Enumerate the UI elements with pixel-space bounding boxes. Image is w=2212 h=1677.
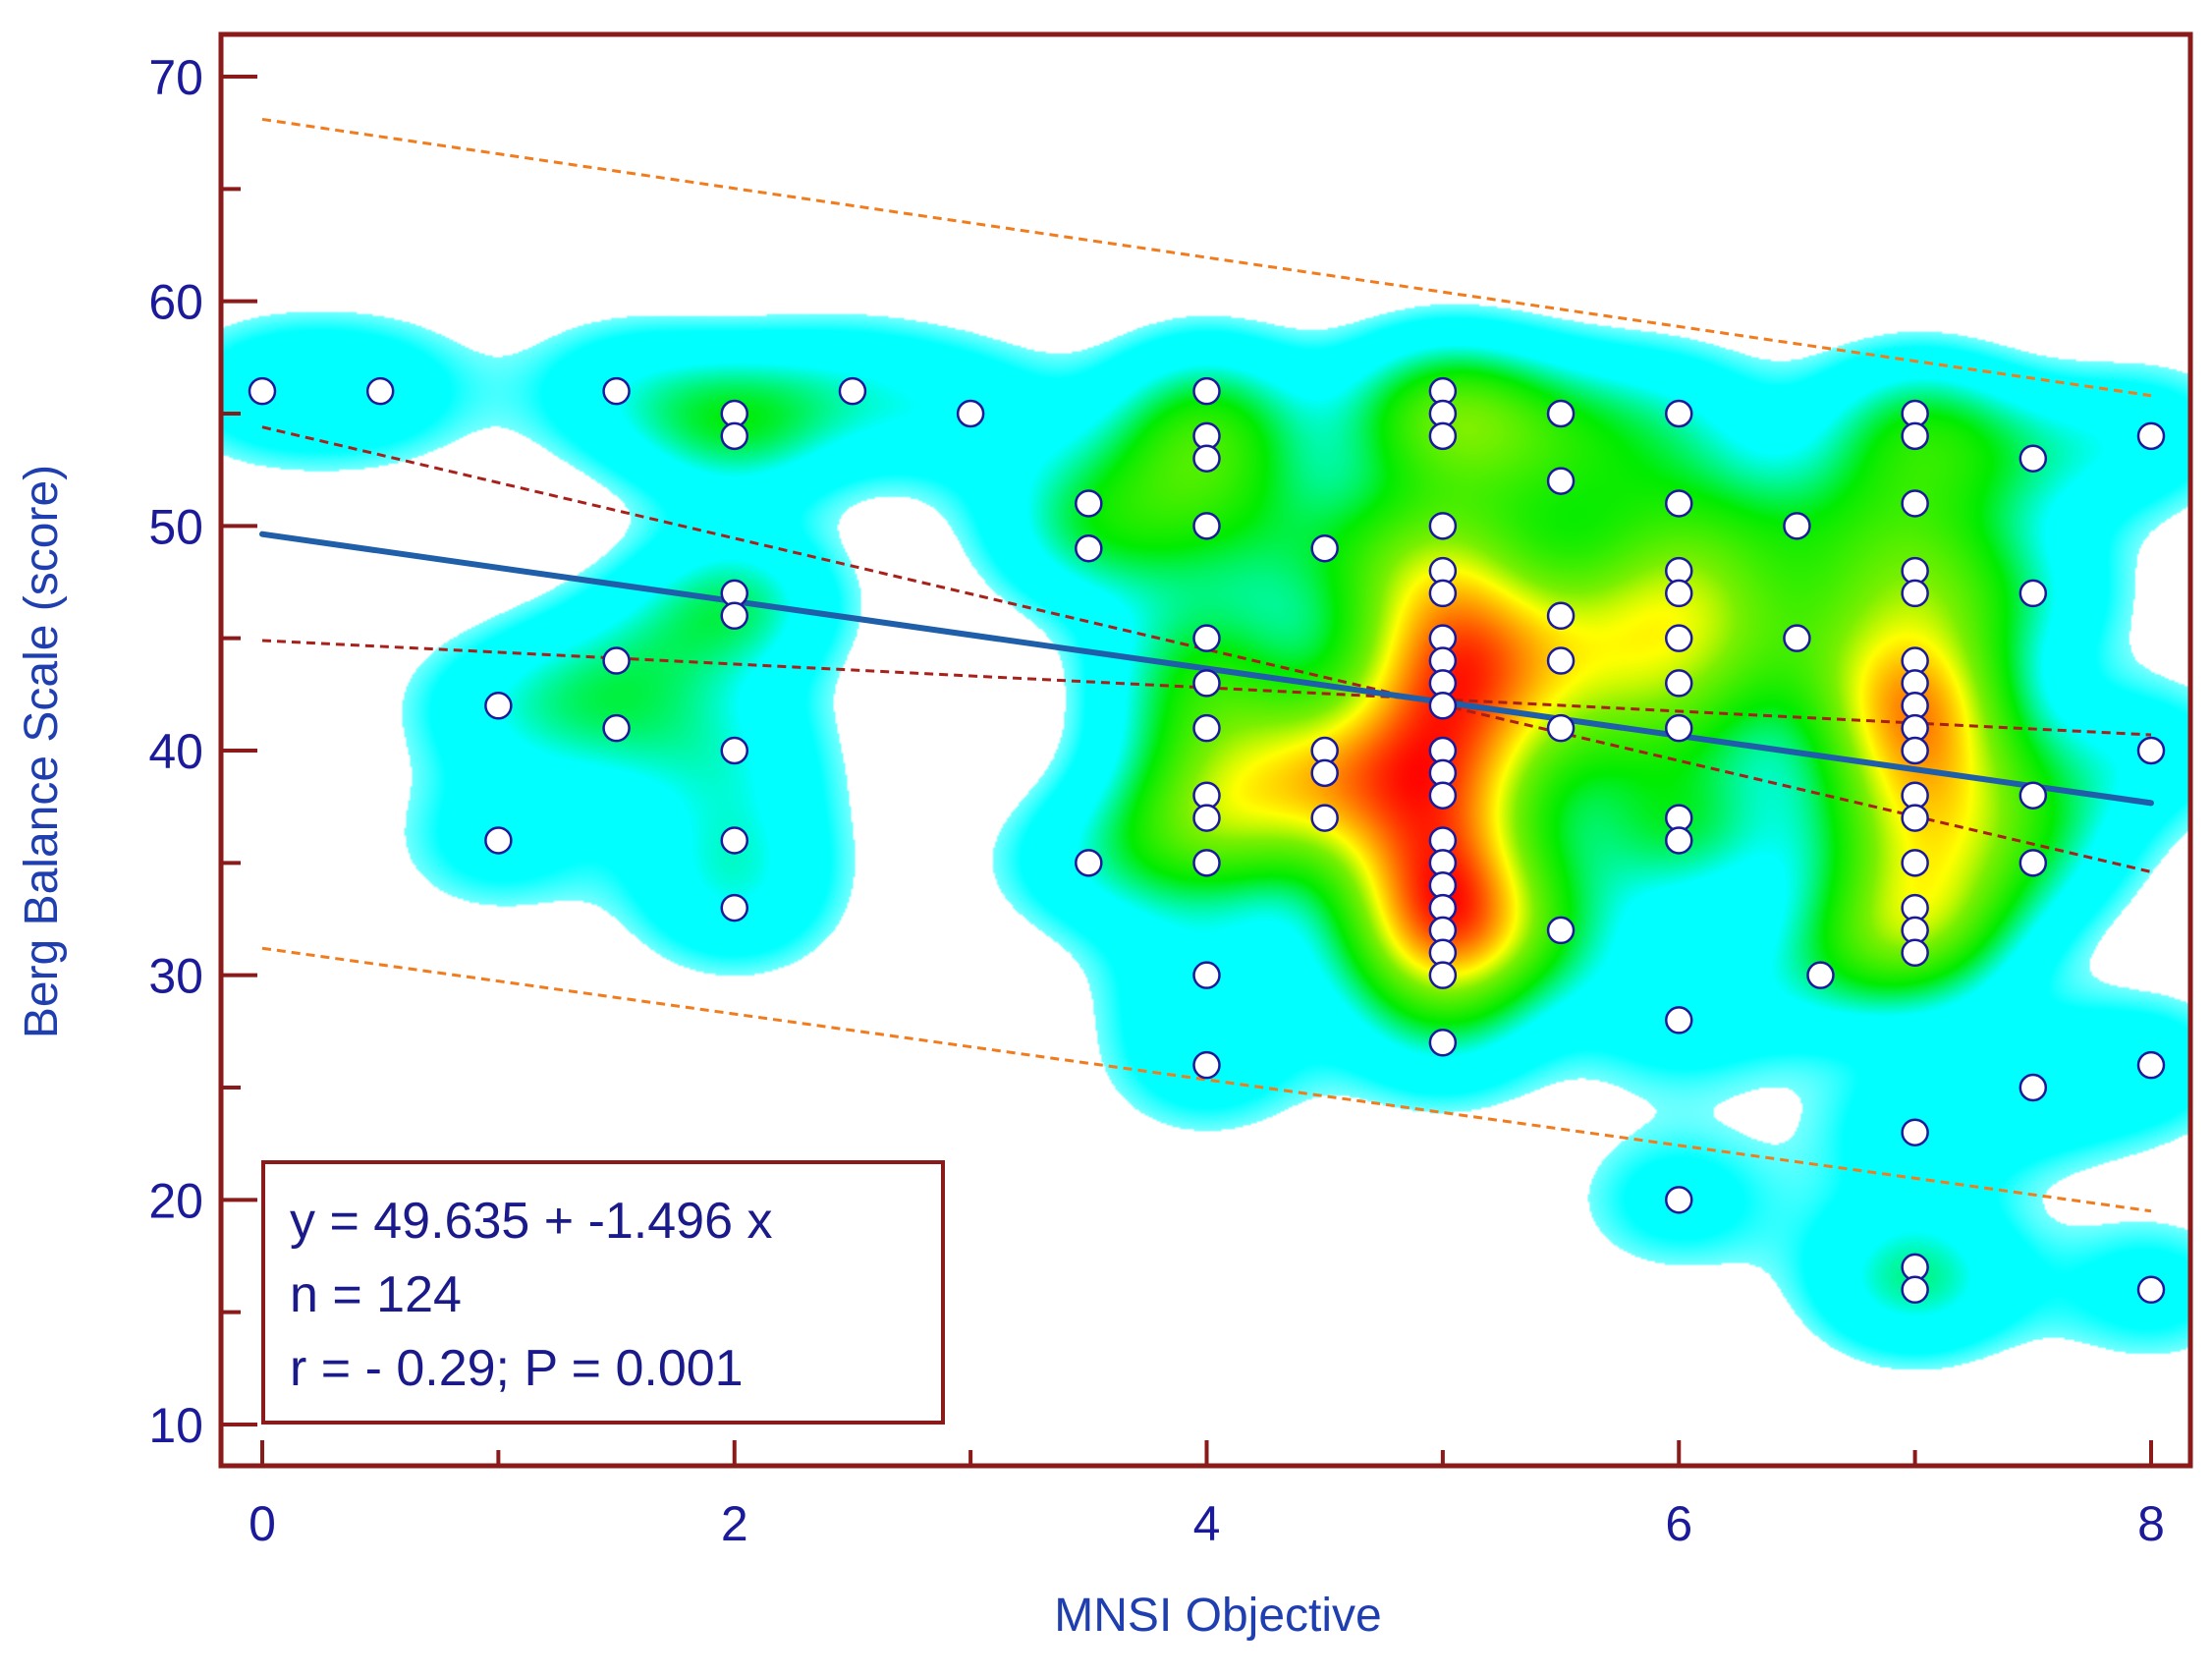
y-tick-label: 10 [148, 1398, 203, 1453]
data-point [602, 646, 631, 675]
y-tick-label: 20 [148, 1173, 203, 1228]
data-point [720, 601, 748, 631]
data-point [1665, 489, 1693, 518]
y-axis-title: Berg Balance Scale (score) [16, 465, 68, 1038]
data-point [720, 826, 748, 855]
regression-equation: y = 49.635 + -1.496 x [290, 1193, 772, 1250]
prediction-band-lower [261, 946, 2152, 1213]
data-points [248, 376, 2166, 1305]
data-point [1192, 713, 1221, 743]
data-point [720, 736, 748, 765]
data-point [1192, 961, 1221, 989]
data-point [1428, 1029, 1458, 1057]
data-point [956, 399, 985, 428]
data-point [1310, 758, 1339, 788]
data-point [484, 826, 513, 855]
data-point [1428, 692, 1458, 720]
y-tick-label: 70 [148, 50, 203, 105]
data-point [1428, 579, 1458, 608]
data-point [365, 376, 395, 406]
data-point [2018, 849, 2048, 877]
data-point [1310, 804, 1339, 832]
data-point [1546, 916, 1576, 945]
data-point [1192, 376, 1221, 406]
data-point [1665, 713, 1693, 743]
data-point [1665, 624, 1693, 652]
regression-line [259, 531, 2154, 807]
data-point [1428, 421, 1458, 451]
data-point [1428, 512, 1458, 540]
data-point [1901, 1275, 1929, 1305]
data-point [484, 692, 513, 720]
data-point [1901, 489, 1929, 518]
data-point [2018, 1073, 2048, 1102]
prediction-band-upper [261, 117, 2152, 398]
y-tick-label: 60 [148, 275, 203, 330]
data-point [1901, 849, 1929, 877]
data-point [1901, 804, 1929, 832]
x-tick-label: 0 [249, 1496, 276, 1551]
data-point [1546, 467, 1576, 495]
y-tick-label: 40 [148, 724, 203, 779]
regression-stats-box: y = 49.635 + -1.496 x n = 124 r = - 0.29… [261, 1160, 945, 1425]
data-point [720, 421, 748, 451]
x-tick-label: 8 [2137, 1496, 2165, 1551]
data-point [2136, 1050, 2166, 1080]
data-point [602, 376, 631, 406]
data-point [1192, 512, 1221, 540]
axis-ticks: 0 2 4 6 8 10 20 30 40 50 60 70 [148, 50, 2165, 1551]
data-point [1310, 533, 1339, 563]
data-point [1192, 669, 1221, 698]
data-point [2018, 781, 2048, 810]
x-axis-title: MNSI Objective [1054, 1590, 1381, 1642]
data-point [1546, 713, 1576, 743]
data-point [2018, 444, 2048, 473]
x-tick-label: 2 [721, 1496, 748, 1551]
correlation-stats: r = - 0.29; P = 0.001 [290, 1340, 744, 1397]
data-point [1075, 489, 1103, 518]
data-point [1806, 961, 1835, 989]
data-point [1901, 736, 1929, 765]
data-point [1901, 1118, 1929, 1146]
data-point [1428, 961, 1458, 989]
data-point [1192, 624, 1221, 652]
data-point [1075, 533, 1103, 563]
y-tick-label: 50 [148, 499, 203, 554]
y-tick-label: 30 [148, 949, 203, 1004]
data-point [1783, 512, 1811, 540]
data-point [248, 376, 277, 406]
data-point [2136, 421, 2166, 451]
data-point [1192, 849, 1221, 877]
data-point [2018, 579, 2048, 608]
stats-box-frame [261, 1160, 945, 1425]
x-tick-label: 6 [1665, 1496, 1692, 1551]
data-point [1546, 399, 1576, 428]
data-point [1192, 1050, 1221, 1080]
data-point [1783, 624, 1811, 652]
data-point [838, 376, 867, 406]
data-point [1665, 1006, 1693, 1034]
data-point [1665, 669, 1693, 698]
sample-size: n = 124 [290, 1266, 462, 1323]
data-point [602, 713, 631, 743]
data-point [1665, 399, 1693, 428]
data-point [1546, 646, 1576, 675]
data-point [1901, 579, 1929, 608]
data-point [1665, 579, 1693, 608]
data-point [1901, 421, 1929, 451]
data-point [1192, 804, 1221, 832]
data-point [1546, 601, 1576, 631]
data-point [2136, 1275, 2166, 1305]
data-point [720, 893, 748, 922]
data-point [1901, 938, 1929, 968]
data-point [1665, 1186, 1693, 1214]
data-point [1192, 444, 1221, 473]
data-point [1428, 781, 1458, 810]
x-tick-label: 4 [1193, 1496, 1221, 1551]
data-point [1075, 849, 1103, 877]
data-point [1665, 826, 1693, 855]
data-point [2136, 736, 2166, 765]
